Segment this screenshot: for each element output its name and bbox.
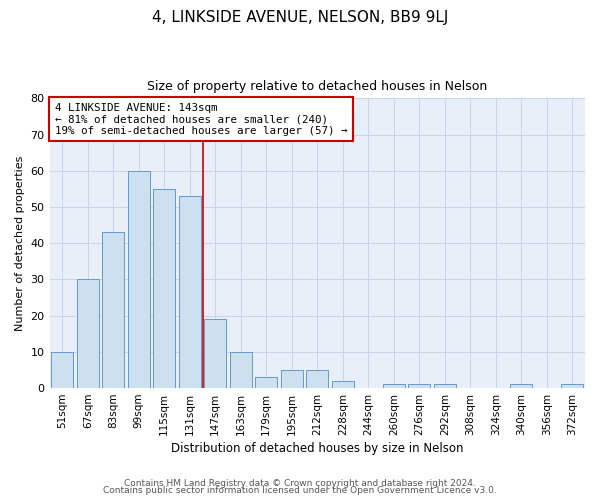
Bar [409, 384, 430, 388]
Bar [511, 384, 532, 388]
Bar [205, 320, 226, 388]
Text: Contains HM Land Registry data © Crown copyright and database right 2024.: Contains HM Land Registry data © Crown c… [124, 478, 476, 488]
Bar [77, 280, 98, 388]
Y-axis label: Number of detached properties: Number of detached properties [15, 156, 25, 331]
Bar [562, 384, 583, 388]
X-axis label: Distribution of detached houses by size in Nelson: Distribution of detached houses by size … [171, 442, 464, 455]
Bar [256, 377, 277, 388]
Bar [128, 171, 149, 388]
Bar [103, 232, 124, 388]
Bar [307, 370, 328, 388]
Bar [332, 381, 353, 388]
Bar [154, 189, 175, 388]
Bar [281, 370, 302, 388]
Bar [434, 384, 455, 388]
Text: Contains public sector information licensed under the Open Government Licence v3: Contains public sector information licen… [103, 486, 497, 495]
Title: Size of property relative to detached houses in Nelson: Size of property relative to detached ho… [147, 80, 487, 93]
Bar [179, 196, 200, 388]
Text: 4, LINKSIDE AVENUE, NELSON, BB9 9LJ: 4, LINKSIDE AVENUE, NELSON, BB9 9LJ [152, 10, 448, 25]
Bar [383, 384, 404, 388]
Bar [230, 352, 251, 388]
Bar [52, 352, 73, 388]
Text: 4 LINKSIDE AVENUE: 143sqm
← 81% of detached houses are smaller (240)
19% of semi: 4 LINKSIDE AVENUE: 143sqm ← 81% of detac… [55, 102, 347, 136]
